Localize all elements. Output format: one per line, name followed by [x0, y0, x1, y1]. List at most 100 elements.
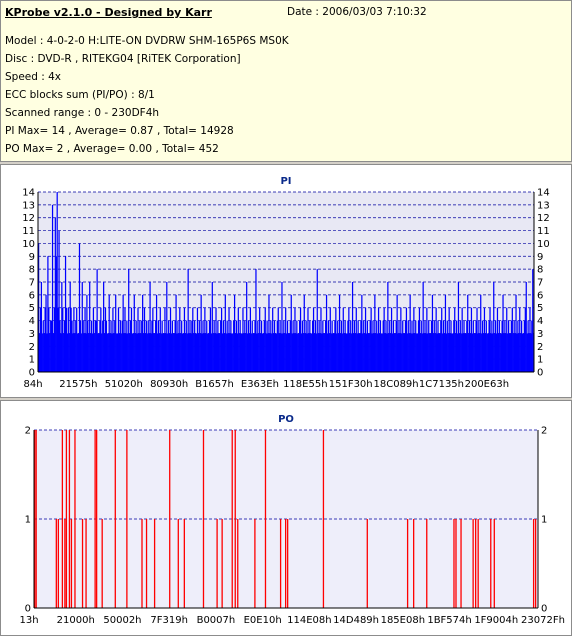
pi-bar	[124, 307, 126, 372]
pi-title: PI	[280, 176, 291, 187]
pi-statistics: PI Max= 14 , Average= 0.87 , Total= 1492…	[5, 125, 234, 137]
pi-bar	[408, 333, 410, 372]
pi-bar	[530, 333, 532, 372]
pi-y-tick-label-right: 13	[537, 200, 550, 211]
pi-bar	[251, 320, 253, 372]
pi-bar	[167, 333, 169, 372]
pi-y-tick-label-right: 7	[537, 278, 543, 289]
pi-bar	[220, 320, 222, 372]
pi-bar	[224, 294, 226, 372]
pi-bar	[143, 307, 146, 372]
pi-bar	[514, 333, 516, 372]
pi-x-tick-label: 80930h	[150, 379, 188, 390]
pi-bar	[502, 294, 504, 372]
po-bar	[114, 430, 116, 608]
pi-y-tick-label-right: 3	[537, 329, 543, 340]
pi-bar	[371, 333, 373, 372]
po-x-tick-label: 7F319h	[150, 615, 188, 626]
pi-bar	[463, 320, 465, 372]
pi-bar	[316, 269, 318, 372]
pi-bar	[130, 307, 133, 372]
pi-bar	[409, 294, 411, 372]
pi-bar	[485, 320, 487, 372]
pi-bar	[375, 333, 377, 372]
pi-bar	[310, 333, 312, 372]
pi-bar	[120, 333, 122, 372]
pi-bar	[378, 333, 381, 372]
app-title: KProbe v2.1.0 - Designed by Karr	[5, 6, 212, 19]
pi-bar	[164, 307, 166, 372]
pi-bar	[520, 333, 522, 372]
pi-bar	[85, 333, 87, 372]
pi-bar	[205, 333, 207, 372]
pi-y-tick-label-right: 5	[537, 303, 543, 314]
pi-bar	[223, 333, 225, 372]
pi-bar	[108, 294, 110, 372]
pi-y-tick-label: 1	[29, 355, 35, 366]
pi-bar	[427, 333, 429, 372]
pi-bar	[356, 333, 358, 372]
pi-bar	[194, 320, 196, 372]
pi-bar	[329, 307, 331, 372]
pi-y-tick-label: 11	[22, 226, 35, 237]
po-bar	[141, 519, 143, 608]
pi-y-tick-label-right: 1	[537, 355, 543, 366]
pi-bar	[152, 307, 154, 372]
pi-bar	[169, 307, 172, 372]
pi-bar	[510, 320, 513, 372]
pi-bar	[275, 333, 278, 372]
pi-bar	[95, 320, 97, 372]
pi-bar	[386, 333, 388, 372]
pi-bar	[265, 333, 267, 372]
pi-bar	[69, 282, 71, 372]
pi-bar	[126, 320, 128, 372]
pi-bar	[344, 320, 346, 372]
pi-bar	[122, 294, 124, 372]
pi-bar	[373, 333, 375, 372]
pi-bar	[401, 333, 403, 372]
pi-y-tick-label-right: 4	[537, 316, 543, 327]
pi-bar	[347, 320, 349, 372]
pi-bar	[334, 320, 336, 372]
po-bar	[169, 430, 171, 608]
pi-bar	[358, 333, 360, 372]
pi-bar	[76, 307, 78, 372]
pi-bar	[469, 333, 472, 372]
pi-bar	[230, 320, 232, 372]
pi-bar	[423, 333, 425, 372]
pi-bar	[54, 217, 56, 372]
pi-bar	[362, 333, 364, 372]
pi-bar	[45, 294, 47, 372]
pi-bar	[82, 320, 84, 372]
pi-bar	[38, 333, 41, 372]
po-bar	[65, 430, 68, 608]
pi-bar	[483, 307, 486, 372]
po-bar	[85, 519, 87, 608]
po-bar	[35, 430, 37, 608]
pi-bar	[259, 333, 262, 372]
pi-bar	[250, 333, 252, 372]
pi-bar	[244, 320, 246, 372]
pi-bar	[52, 333, 55, 372]
pi-bar	[272, 307, 274, 372]
pi-bar	[346, 333, 348, 372]
pi-y-tick-label: 6	[29, 290, 35, 301]
pi-bar	[226, 320, 228, 372]
pi-bar	[91, 333, 94, 372]
pi-bar	[396, 294, 398, 372]
pi-bar	[155, 320, 157, 372]
pi-bar	[284, 333, 286, 372]
pi-bar	[71, 320, 73, 372]
pi-bar	[137, 307, 139, 372]
po-bar	[61, 430, 64, 608]
pi-bar	[349, 333, 351, 372]
pi-bar	[313, 333, 316, 372]
po-y-tick-label: 2	[25, 426, 31, 437]
po-bar	[490, 519, 492, 608]
pi-bar	[426, 307, 428, 372]
pi-bar	[61, 282, 63, 372]
pi-bar	[382, 320, 384, 372]
pi-bar	[299, 307, 302, 372]
pi-bar	[214, 333, 216, 372]
pi-bar	[283, 320, 285, 372]
